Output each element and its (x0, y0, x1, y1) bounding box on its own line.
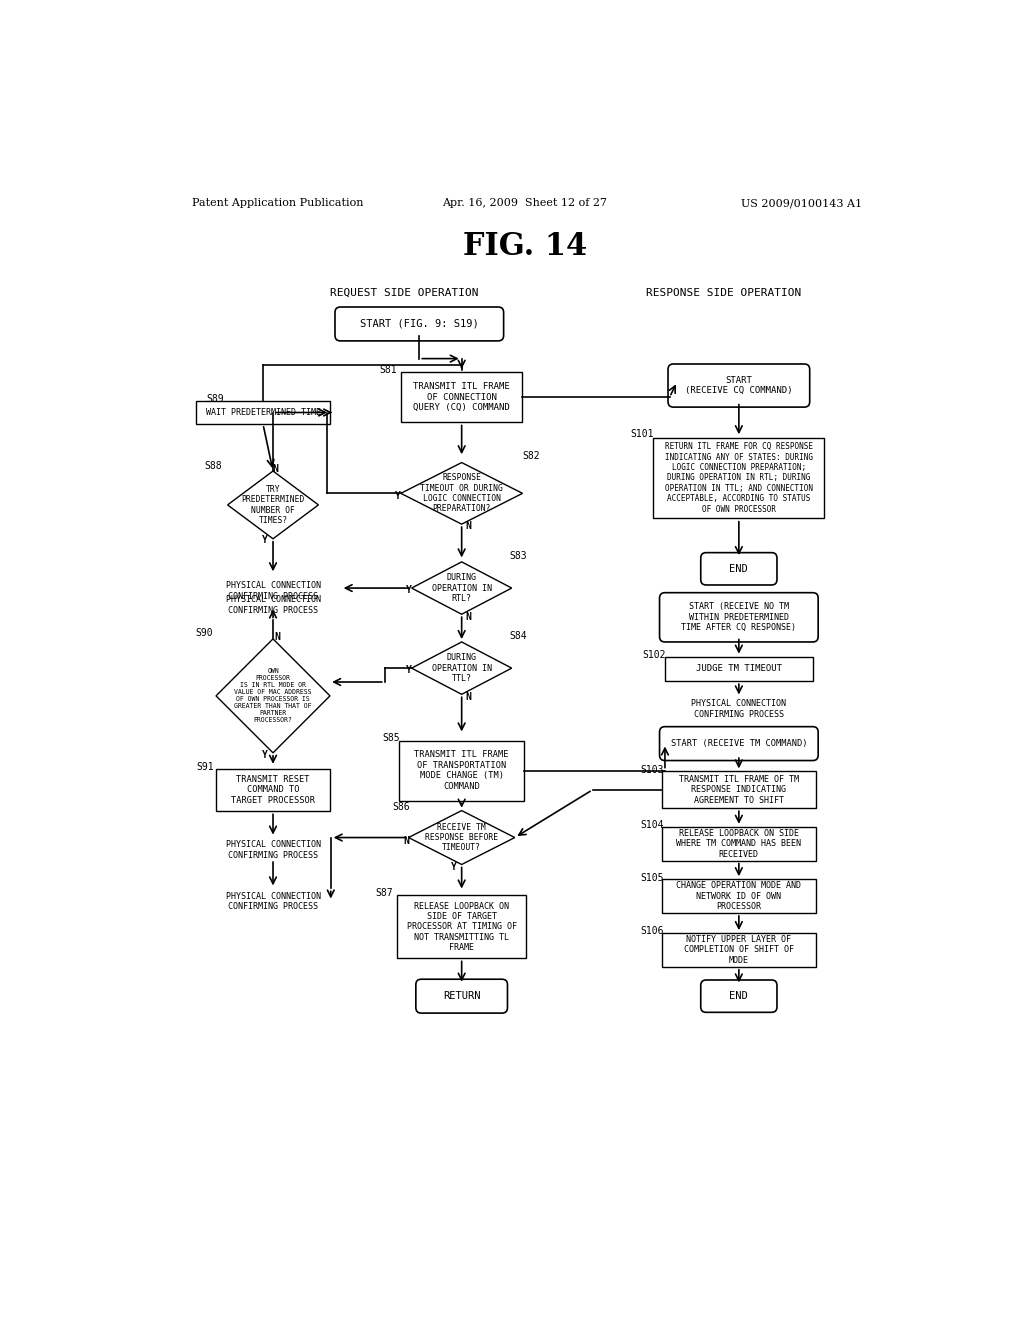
Text: N: N (403, 837, 410, 846)
Text: PHYSICAL CONNECTION
CONFIRMING PROCESS: PHYSICAL CONNECTION CONFIRMING PROCESS (225, 840, 321, 859)
Text: S86: S86 (393, 801, 411, 812)
Text: RECEIVE TM
RESPONSE BEFORE
TIMEOUT?: RECEIVE TM RESPONSE BEFORE TIMEOUT? (425, 822, 499, 853)
Text: N: N (272, 465, 279, 474)
Text: S83: S83 (510, 550, 527, 561)
Polygon shape (400, 462, 522, 524)
FancyBboxPatch shape (416, 979, 508, 1014)
Text: RESPONSE
TIMEOUT OR DURING
LOGIC CONNECTION
PREPARATION?: RESPONSE TIMEOUT OR DURING LOGIC CONNECT… (420, 474, 503, 513)
Text: Y: Y (262, 536, 268, 545)
Text: S82: S82 (522, 451, 540, 462)
Text: Y: Y (451, 862, 457, 871)
Polygon shape (227, 471, 318, 539)
Text: START (RECEIVE NO TM
WITHIN PREDETERMINED
TIME AFTER CQ RESPONSE): START (RECEIVE NO TM WITHIN PREDETERMINE… (681, 602, 797, 632)
Text: TRANSMIT ITL FRAME
OF TRANSPORTATION
MODE CHANGE (TM)
COMMAND: TRANSMIT ITL FRAME OF TRANSPORTATION MOD… (415, 751, 509, 791)
Text: NOTIFY UPPER LAYER OF
COMPLETION OF SHIFT OF
MODE: NOTIFY UPPER LAYER OF COMPLETION OF SHIF… (684, 935, 794, 965)
FancyBboxPatch shape (653, 437, 824, 519)
Text: Y: Y (407, 665, 413, 676)
Text: S101: S101 (631, 429, 654, 440)
Text: S104: S104 (641, 820, 665, 830)
Text: JUDGE TM TIMEOUT: JUDGE TM TIMEOUT (696, 664, 782, 673)
Text: RETURN: RETURN (443, 991, 480, 1001)
Text: RELEASE LOOPBACK ON SIDE
WHERE TM COMMAND HAS BEEN
RECEIVED: RELEASE LOOPBACK ON SIDE WHERE TM COMMAN… (677, 829, 802, 858)
Text: PHYSICAL CONNECTION
CONFIRMING PROCESS: PHYSICAL CONNECTION CONFIRMING PROCESS (691, 700, 786, 718)
FancyBboxPatch shape (662, 771, 816, 808)
Text: START (FIG. 9: S19): START (FIG. 9: S19) (359, 319, 478, 329)
Text: PHYSICAL CONNECTION
CONFIRMING PROCESS: PHYSICAL CONNECTION CONFIRMING PROCESS (225, 892, 321, 911)
Text: WAIT PREDETERMINED TIME: WAIT PREDETERMINED TIME (206, 408, 321, 417)
Text: S91: S91 (197, 762, 214, 772)
Text: RELEASE LOOPBACK ON
SIDE OF TARGET
PROCESSOR AT TIMING OF
NOT TRANSMITTING TL
FR: RELEASE LOOPBACK ON SIDE OF TARGET PROCE… (407, 902, 517, 952)
Text: PHYSICAL CONNECTION
CONFIRMING PROCESS: PHYSICAL CONNECTION CONFIRMING PROCESS (225, 595, 321, 615)
Text: FIG. 14: FIG. 14 (463, 231, 587, 263)
Text: Y: Y (407, 585, 413, 595)
Text: OWN
PROCESSOR
IS IN RTL MODE OR
VALUE OF MAC ADDRESS
OF OWN PROCESSOR IS
GREATER: OWN PROCESSOR IS IN RTL MODE OR VALUE OF… (234, 668, 311, 723)
Text: S84: S84 (510, 631, 527, 640)
FancyBboxPatch shape (665, 656, 813, 681)
Text: START
(RECEIVE CQ COMMAND): START (RECEIVE CQ COMMAND) (685, 376, 793, 395)
Text: END: END (729, 564, 749, 574)
FancyBboxPatch shape (662, 879, 816, 913)
FancyBboxPatch shape (196, 401, 331, 424)
FancyBboxPatch shape (400, 372, 522, 422)
Text: START (RECEIVE TM COMMAND): START (RECEIVE TM COMMAND) (671, 739, 807, 748)
Text: S85: S85 (382, 733, 399, 743)
Text: TRANSMIT ITL FRAME OF TM
RESPONSE INDICATING
AGREEMENT TO SHIFT: TRANSMIT ITL FRAME OF TM RESPONSE INDICA… (679, 775, 799, 805)
Polygon shape (216, 639, 330, 752)
Text: S87: S87 (376, 888, 393, 898)
FancyBboxPatch shape (397, 895, 526, 958)
FancyBboxPatch shape (659, 726, 818, 760)
Text: TRY
PREDETERMINED
NUMBER OF
TIMES?: TRY PREDETERMINED NUMBER OF TIMES? (242, 484, 305, 525)
Text: S89: S89 (207, 393, 224, 404)
FancyBboxPatch shape (216, 768, 330, 810)
Text: Y: Y (262, 750, 268, 760)
Polygon shape (412, 562, 512, 614)
Text: S105: S105 (641, 873, 665, 883)
Text: PHYSICAL CONNECTION
CONFIRMING PROCESS: PHYSICAL CONNECTION CONFIRMING PROCESS (225, 581, 321, 601)
Text: TRANSMIT ITL FRAME
OF CONNECTION
QUERY (CQ) COMMAND: TRANSMIT ITL FRAME OF CONNECTION QUERY (… (414, 383, 510, 412)
FancyBboxPatch shape (659, 593, 818, 642)
Text: S106: S106 (641, 927, 665, 936)
Text: S102: S102 (642, 649, 666, 660)
Polygon shape (409, 810, 515, 865)
FancyBboxPatch shape (700, 553, 777, 585)
FancyBboxPatch shape (335, 308, 504, 341)
FancyBboxPatch shape (700, 979, 777, 1012)
Text: REQUEST SIDE OPERATION: REQUEST SIDE OPERATION (330, 288, 478, 298)
Text: END: END (729, 991, 749, 1001)
FancyBboxPatch shape (399, 741, 524, 800)
Text: N: N (465, 521, 471, 532)
Text: CHANGE OPERATION MODE AND
NETWORK ID OF OWN
PROCESSOR: CHANGE OPERATION MODE AND NETWORK ID OF … (677, 882, 802, 911)
Text: DURING
OPERATION IN
TTL?: DURING OPERATION IN TTL? (432, 653, 492, 682)
Text: Apr. 16, 2009  Sheet 12 of 27: Apr. 16, 2009 Sheet 12 of 27 (442, 198, 607, 209)
Text: S103: S103 (641, 764, 665, 775)
Text: S81: S81 (380, 366, 397, 375)
Text: RETURN ITL FRAME FOR CQ RESPONSE
INDICATING ANY OF STATES: DURING
LOGIC CONNECTI: RETURN ITL FRAME FOR CQ RESPONSE INDICAT… (665, 442, 813, 513)
Text: S88: S88 (204, 462, 222, 471)
Polygon shape (412, 642, 512, 694)
FancyBboxPatch shape (662, 826, 816, 861)
Text: S90: S90 (195, 628, 213, 638)
Text: US 2009/0100143 A1: US 2009/0100143 A1 (741, 198, 862, 209)
Text: TRANSMIT RESET
COMMAND TO
TARGET PROCESSOR: TRANSMIT RESET COMMAND TO TARGET PROCESS… (231, 775, 315, 805)
Text: N: N (465, 611, 471, 622)
FancyBboxPatch shape (668, 364, 810, 407)
Text: N: N (274, 631, 281, 642)
Text: Patent Application Publication: Patent Application Publication (193, 198, 364, 209)
Text: RESPONSE SIDE OPERATION: RESPONSE SIDE OPERATION (646, 288, 801, 298)
FancyBboxPatch shape (662, 933, 816, 966)
Text: Y: Y (395, 491, 400, 500)
Text: DURING
OPERATION IN
RTL?: DURING OPERATION IN RTL? (432, 573, 492, 603)
Text: N: N (465, 692, 471, 702)
